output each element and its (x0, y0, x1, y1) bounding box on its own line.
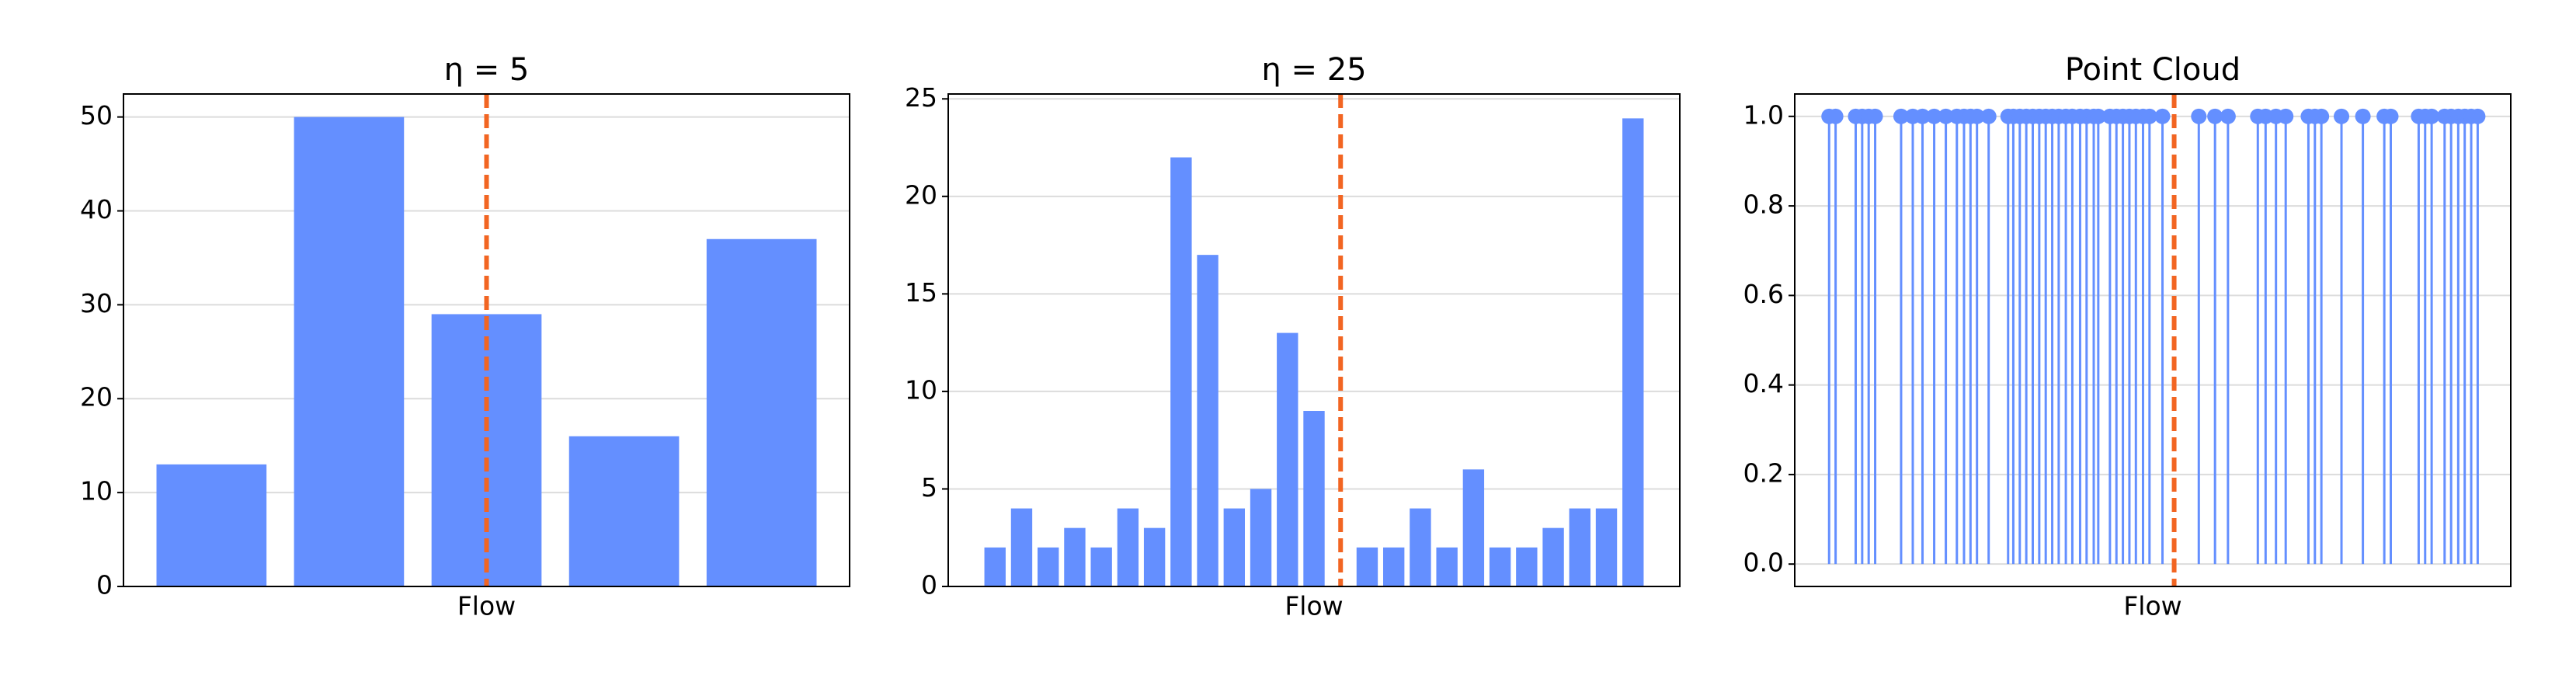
bar (1303, 411, 1325, 586)
bar (984, 547, 1006, 586)
subplot: 0 10 20 30 40 50 η = 5 Flow (80, 52, 850, 621)
bar (1489, 547, 1511, 586)
y-tick-label: 1.0 (1743, 99, 1784, 130)
stem-marker (2314, 108, 2330, 124)
bar (1090, 547, 1112, 586)
stem-marker (2154, 108, 2171, 124)
stem-marker (2191, 108, 2207, 124)
stem-marker (1867, 108, 1883, 124)
stem-marker (1827, 108, 1844, 124)
bar (1542, 527, 1564, 586)
bar (1356, 547, 1378, 586)
y-tick-label: 25 (905, 82, 937, 113)
bar (1197, 255, 1218, 586)
axes-frame (1794, 93, 2512, 587)
bar (1516, 547, 1538, 586)
y-tick-label: 0.6 (1743, 279, 1784, 309)
bar (1569, 508, 1590, 586)
stem-marker (2278, 108, 2294, 124)
subplot: 0.0 0.2 0.4 0.6 0.8 1.0 Point Cloud Flow (1743, 52, 2512, 621)
stem-marker (2141, 108, 2157, 124)
y-tick-label: 40 (80, 194, 113, 224)
bar (706, 238, 817, 586)
y-tick-label: 50 (80, 100, 113, 130)
y-tick-label: 0.0 (1743, 548, 1784, 578)
stem-marker (2355, 108, 2371, 124)
stem-marker (1980, 108, 1997, 124)
y-tick-label: 30 (80, 288, 113, 318)
bar (1143, 527, 1166, 586)
stem-marker (2383, 108, 2399, 124)
chart-title: η = 25 (1261, 52, 1366, 88)
stem-marker (2334, 108, 2350, 124)
bar (1382, 547, 1405, 586)
bar (1064, 527, 1086, 586)
bar (1010, 508, 1033, 586)
stem-marker (2207, 108, 2223, 124)
y-tick-label: 0.4 (1743, 368, 1784, 398)
stem-marker (1914, 108, 1931, 124)
y-tick-label: 0.2 (1743, 458, 1784, 488)
stem-marker (1969, 108, 1985, 124)
bar (1277, 332, 1298, 586)
bar (1038, 547, 1059, 586)
y-tick-label: 0 (921, 570, 937, 600)
stem-marker (2470, 108, 2486, 124)
bar (1410, 508, 1431, 586)
bar (1462, 469, 1485, 586)
y-tick-label: 15 (905, 277, 937, 308)
y-tick-label: 0 (96, 570, 113, 600)
bar (1170, 157, 1192, 587)
bar (1622, 118, 1644, 587)
stem-marker (2090, 108, 2106, 124)
x-axis-label: Flow (1285, 591, 1343, 621)
bar (294, 117, 405, 586)
x-axis-label: Flow (457, 591, 516, 621)
stem-marker (1938, 108, 1954, 124)
y-tick-label: 20 (80, 382, 113, 412)
x-axis-label: Flow (2123, 591, 2181, 621)
y-tick-label: 10 (80, 476, 113, 506)
bar (1250, 489, 1272, 586)
subplot: 0 5 10 15 20 25 η = 25 Flow (905, 52, 1681, 621)
y-tick-label: 5 (921, 472, 937, 503)
stem-marker (1926, 108, 1942, 124)
bar (568, 436, 680, 586)
bar (156, 464, 267, 586)
y-tick-label: 10 (905, 374, 937, 405)
bar (1223, 508, 1246, 586)
bar (1595, 508, 1618, 586)
y-tick-label: 20 (905, 179, 937, 210)
y-tick-label: 0.8 (1743, 190, 1784, 220)
stem-marker (1893, 108, 1909, 124)
stem-marker (2220, 108, 2236, 124)
stem-marker (2424, 108, 2440, 124)
bar (1436, 547, 1458, 586)
chart-title: η = 5 (444, 52, 530, 88)
chart-title: Point Cloud (2065, 52, 2241, 88)
bar (1117, 508, 1139, 586)
axes-frame (947, 93, 1681, 587)
axes-frame (123, 93, 850, 587)
